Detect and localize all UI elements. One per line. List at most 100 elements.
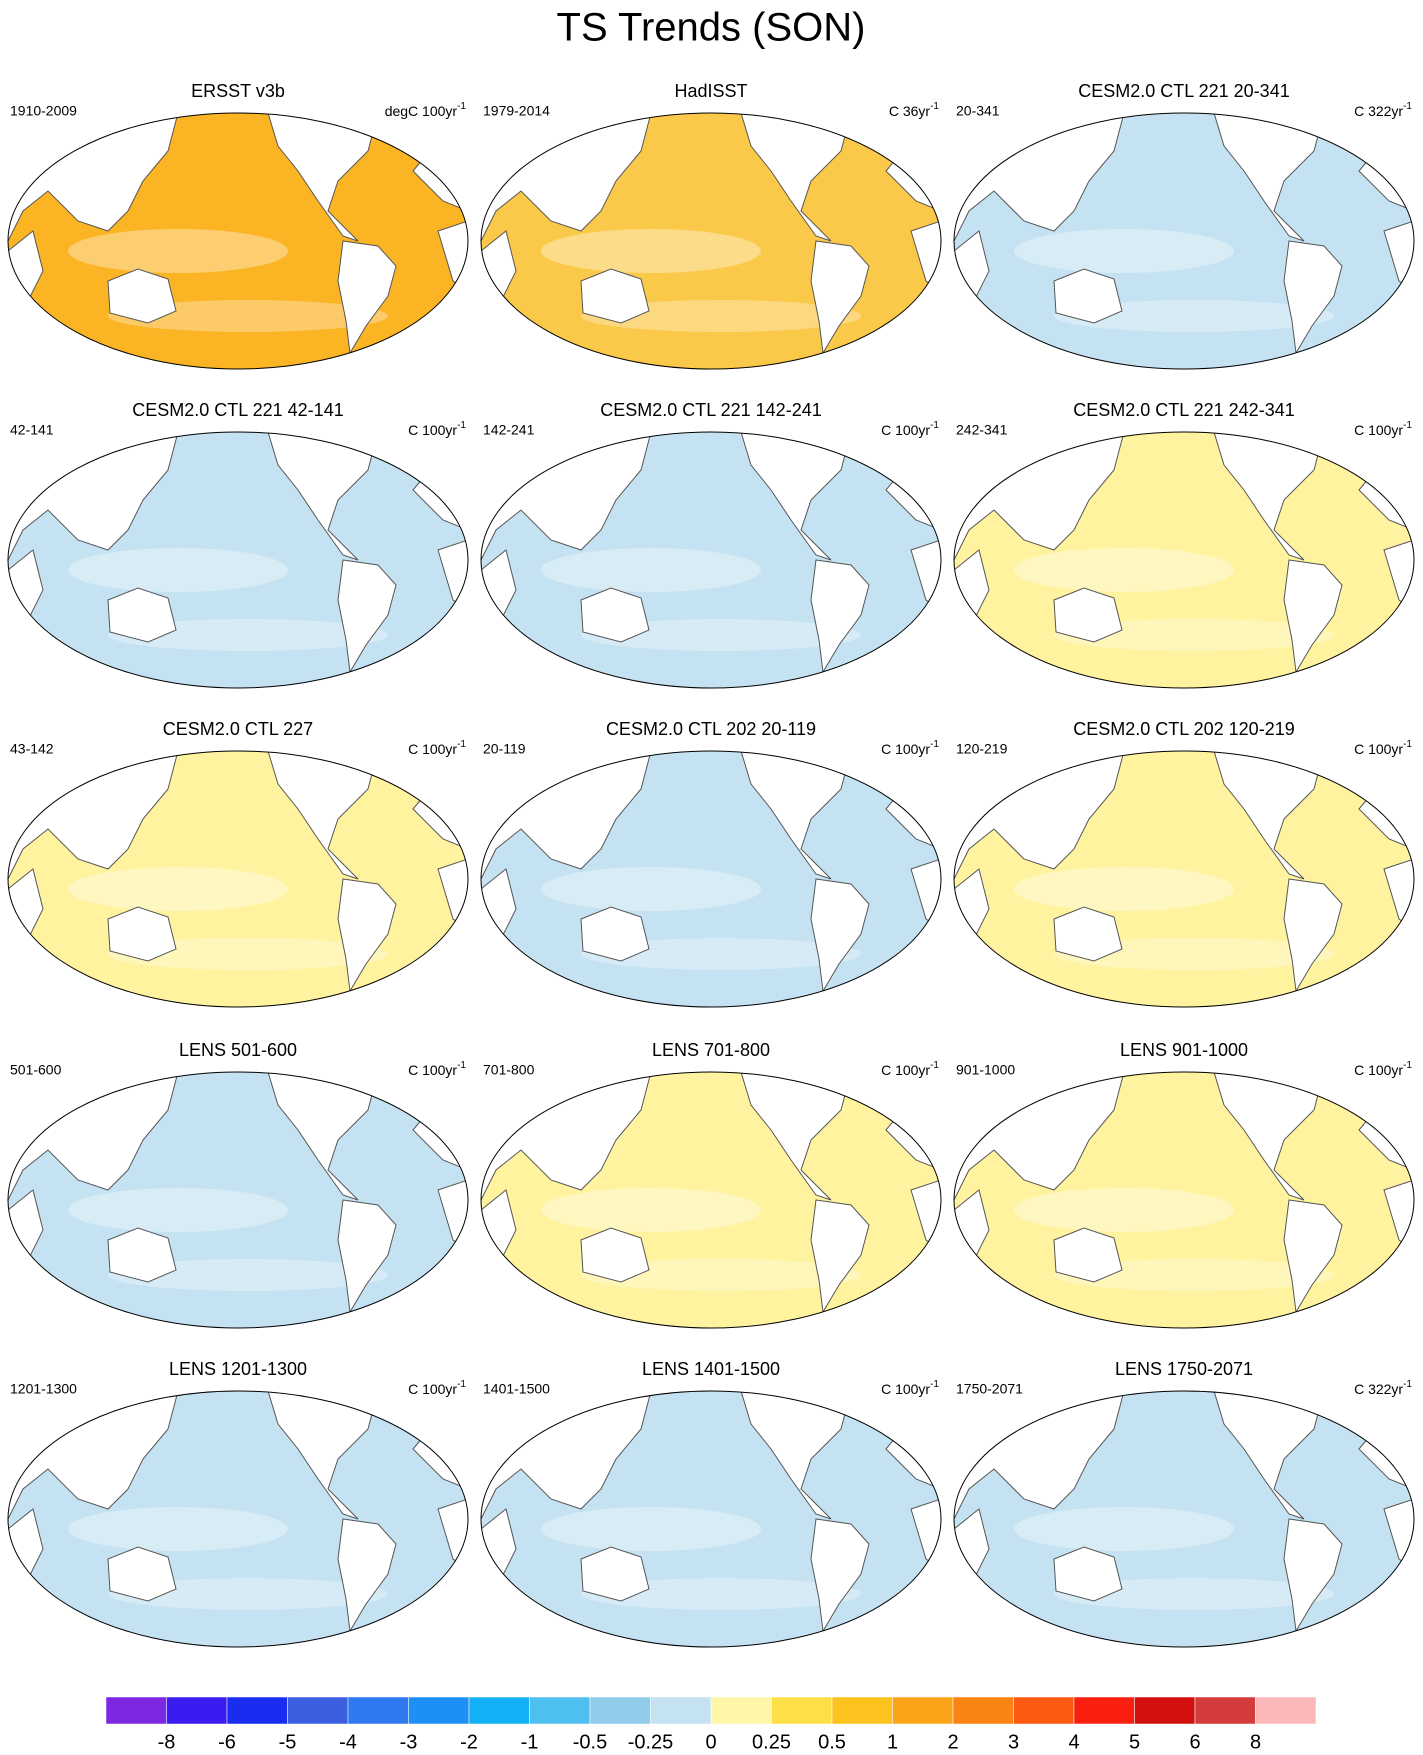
pattern [541,867,761,911]
pattern [541,1507,761,1551]
units: C 100yr [408,1381,457,1397]
colorbar-label: -1 [521,1731,539,1753]
panel-left-label: 20-119 [483,741,526,757]
panel-title: LENS 901-1000 [1120,1040,1248,1060]
pattern [581,1578,861,1610]
pattern [581,619,861,651]
colorbar-label: -2 [460,1731,478,1753]
pattern [541,548,761,592]
panel-left-label: 901-1000 [956,1062,1015,1078]
units: C 100yr [408,741,457,757]
pattern [108,938,388,970]
panel-left-label: 501-600 [10,1062,62,1078]
colorbar-box [892,1696,954,1725]
panel-title: HadISST [674,81,747,101]
map-panel: CESM2.0 CTL 221 42-141 42-141 C 100yr-1 [7,400,469,689]
map [954,113,1414,369]
colorbar-box [952,1696,1014,1725]
colorbar-box [529,1696,591,1725]
panel-left-label: 242-341 [956,422,1008,438]
colorbar-label: -5 [279,1731,297,1753]
colorbar-label: 0 [705,1731,716,1753]
colorbar-label: 4 [1068,1731,1079,1753]
units-exponent: -1 [457,739,466,750]
colorbar-box [408,1696,470,1725]
units-exponent: -1 [1403,101,1412,112]
map-outline [480,431,942,689]
units-exponent: -1 [1403,739,1412,750]
panel-left-label: 20-341 [956,103,1000,119]
panel-units: C 100yr-1 [881,1379,939,1397]
map-panel: CESM2.0 CTL 221 142-241 142-241 C 100yr-1 [480,400,942,689]
map-outline [7,1071,469,1329]
colorbar-label: -0.25 [628,1731,674,1753]
map-outline [7,112,469,370]
units-exponent: -1 [457,101,466,112]
units: C 100yr [881,741,930,757]
colorbar-box [1073,1696,1135,1725]
map-outline [480,1390,942,1648]
units: degC 100yr [385,103,458,119]
map [954,1391,1414,1647]
colorbar-label: 3 [1008,1731,1019,1753]
panel-units: degC 100yr-1 [385,101,467,119]
map [481,432,941,688]
map-panel: LENS 1750-2071 1750-2071 C 322yr-1 [953,1359,1415,1648]
map-outline [953,750,1415,1008]
pattern [1014,1188,1234,1232]
panel-left-label: 1979-2014 [483,103,550,119]
colorbar-label: 5 [1129,1731,1140,1753]
pattern [541,1188,761,1232]
colorbar-box [650,1696,712,1725]
pattern [68,548,288,592]
colorbar-box [105,1696,167,1725]
colorbar-box [226,1696,288,1725]
pattern [68,229,288,273]
panel-title: CESM2.0 CTL 227 [163,719,313,739]
panel-units: C 36yr-1 [889,101,940,119]
map-panel: CESM2.0 CTL 202 20-119 20-119 C 100yr-1 [480,719,942,1008]
colorbar-box [1255,1696,1317,1725]
panel-title: CESM2.0 CTL 221 42-141 [132,400,343,420]
colorbar-label: 8 [1250,1731,1261,1753]
units: C 100yr [1354,1062,1403,1078]
units: C 100yr [881,1062,930,1078]
panel-units: C 100yr-1 [881,739,939,757]
map-panel: LENS 1201-1300 1201-1300 C 100yr-1 [7,1359,469,1648]
map-outline [953,112,1415,370]
map [8,751,468,1007]
panel-units: C 100yr-1 [1354,739,1412,757]
map-panel: CESM2.0 CTL 202 120-219 120-219 C 100yr-1 [953,719,1415,1008]
panel-left-label: 42-141 [10,422,54,438]
units: C 100yr [1354,741,1403,757]
map [8,432,468,688]
units-exponent: -1 [457,1060,466,1071]
units-exponent: -1 [930,420,939,431]
colorbar-box [1194,1696,1256,1725]
map-panel: HadISST 1979-2014 C 36yr-1 [480,81,942,370]
panel-title: LENS 1750-2071 [1115,1359,1253,1379]
colorbar-box [589,1696,651,1725]
panel-left-label: 142-241 [483,422,535,438]
pattern [108,300,388,332]
panel-units: C 100yr-1 [408,1060,466,1078]
units-exponent: -1 [930,739,939,750]
units-exponent: -1 [1403,1060,1412,1071]
pattern [108,1578,388,1610]
panel-units: C 100yr-1 [881,420,939,438]
units: C 100yr [881,422,930,438]
units-exponent: -1 [1403,420,1412,431]
pattern [1054,1578,1334,1610]
units: C 36yr [889,103,931,119]
panel-units: C 100yr-1 [1354,420,1412,438]
colorbar-box [347,1696,409,1725]
map-outline [480,112,942,370]
units-exponent: -1 [457,1379,466,1390]
colorbar-label: -6 [218,1731,236,1753]
units-exponent: -1 [930,1060,939,1071]
pattern [68,867,288,911]
units-exponent: -1 [930,1379,939,1390]
pattern [541,229,761,273]
